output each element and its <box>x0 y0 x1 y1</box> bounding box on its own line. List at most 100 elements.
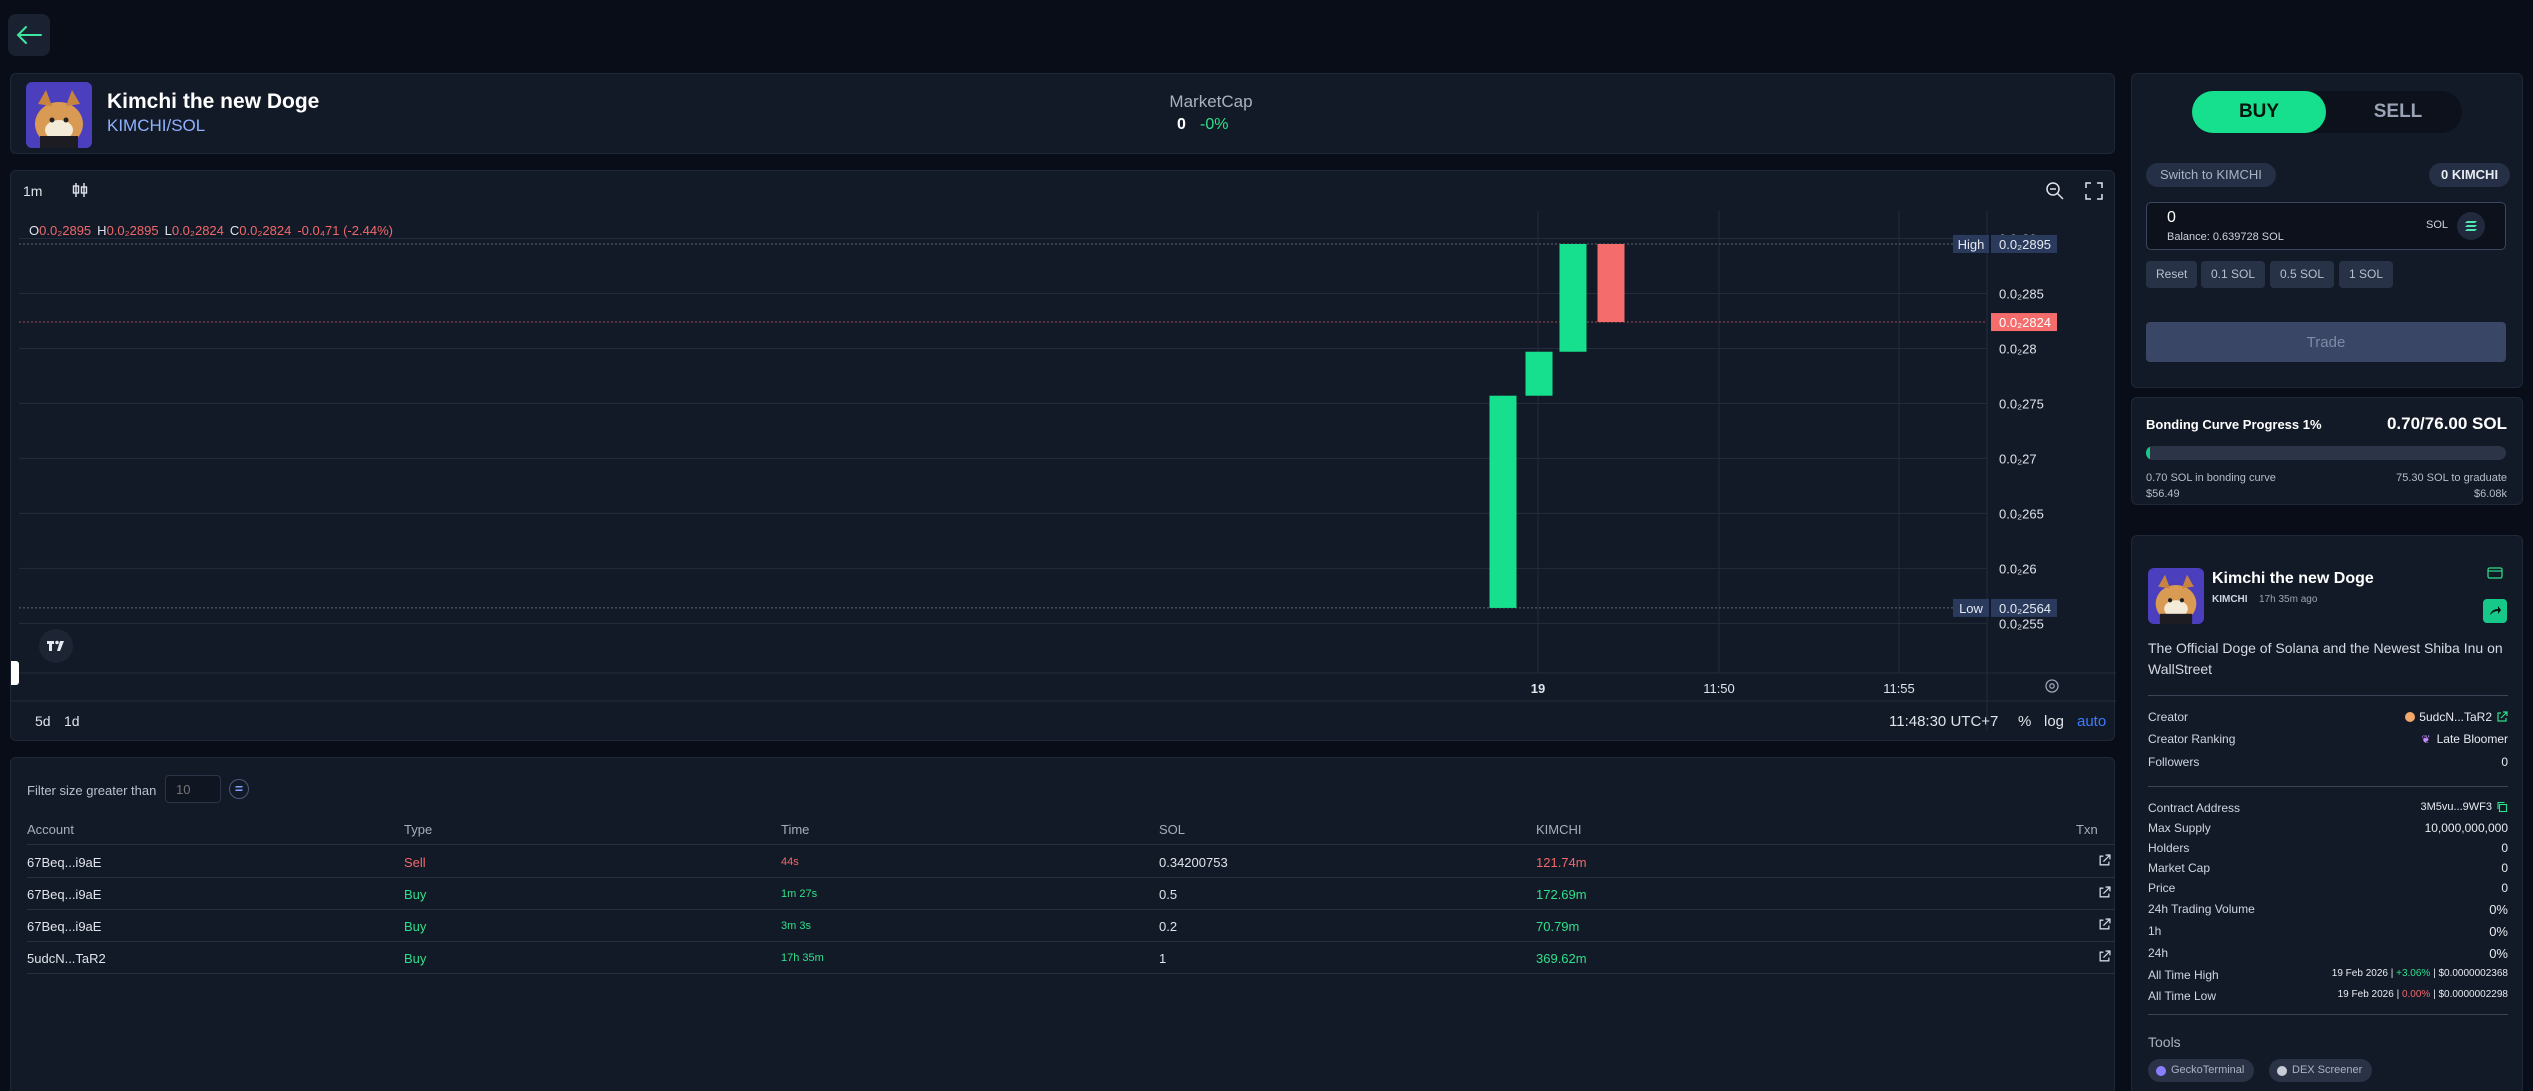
price-value: 0 <box>2501 881 2508 895</box>
trade-sol: 0.34200753 <box>1159 855 1228 870</box>
amount-unit: SOL <box>2426 219 2449 231</box>
trade-account[interactable]: 5udcN...TaR2 <box>27 951 106 966</box>
y-tick-label: 0.0₂275 <box>1999 396 2044 411</box>
external-link-icon[interactable] <box>2098 886 2111 902</box>
external-link-icon[interactable] <box>2098 854 2111 870</box>
copy-icon[interactable] <box>2496 801 2508 813</box>
y-tick-label: 0.0₂28 <box>1999 341 2037 356</box>
tools-title: Tools <box>2148 1034 2181 1050</box>
col-sol: SOL <box>1159 822 1186 837</box>
switch-token-button[interactable]: Switch to KIMCHI <box>2146 163 2276 187</box>
creator-ranking: Late Bloomer <box>2436 732 2508 746</box>
ohlc-value: 0.0₂2895 <box>39 223 92 238</box>
trade-kimchi: 70.79m <box>1536 919 1580 934</box>
price-tag-value: 0.0₂2564 <box>1999 601 2051 616</box>
price-tag-label: Low <box>1959 601 1983 616</box>
token-pair: KIMCHI/SOL <box>107 116 206 135</box>
bonding-amount: 0.70/76.00 SOL <box>2386 414 2507 433</box>
range-5d[interactable]: 5d <box>35 713 51 729</box>
quick-reset-button[interactable]: Reset <box>2146 261 2198 288</box>
buy-tab[interactable]: BUY <box>2192 91 2326 133</box>
quick-0-5-sol-button[interactable]: 0.5 SOL <box>2270 261 2335 288</box>
trade-kimchi: 121.74m <box>1536 855 1587 870</box>
y-tick-label: 0.0₂265 <box>1999 506 2044 521</box>
token-info-panel: Kimchi the new Doge KIMCHI 17h 35m ago T… <box>2131 535 2523 1091</box>
amount-value[interactable]: 0 <box>2167 209 2176 226</box>
x-tick-label: 11:50 <box>1703 681 1735 696</box>
bonding-to-graduate-usd: $6.08k <box>2473 488 2507 500</box>
solana-icon[interactable] <box>229 779 249 799</box>
y-tick-label: 0.0₂27 <box>1999 451 2037 466</box>
interval-button[interactable]: 1m <box>23 183 43 199</box>
ath-price: $0.0000002368 <box>2438 968 2508 979</box>
col-account: Account <box>27 822 74 837</box>
info-token-name: Kimchi the new Doge <box>2212 570 2374 587</box>
creator-link[interactable]: 5udcN...TaR2 <box>2405 710 2508 724</box>
trade-account[interactable]: 67Beq...i9aE <box>27 855 102 870</box>
auto-toggle[interactable]: auto <box>2077 713 2107 730</box>
trade-form: BUY SELL Switch to KIMCHI 0 KIMCHI 0 Bal… <box>2131 73 2523 388</box>
trade-button[interactable]: Trade <box>2146 322 2506 362</box>
bonding-title: Bonding Curve Progress 1% <box>2146 417 2322 432</box>
market-cap-value: 0 <box>2501 861 2508 875</box>
atl-pct: 0.00% <box>2401 989 2431 1000</box>
trade-type: Sell <box>404 855 426 870</box>
filter-size-input[interactable] <box>165 775 221 803</box>
token-avatar <box>2148 568 2204 624</box>
external-link-icon[interactable] <box>2098 918 2111 934</box>
quick-1-sol-button[interactable]: 1 SOL <box>2339 261 2394 288</box>
share-button[interactable] <box>2483 599 2507 623</box>
trade-type: Buy <box>404 951 427 966</box>
volume-value: 0% <box>2489 902 2508 917</box>
ohlc-value: 0.0₂2895 <box>106 223 159 238</box>
atl-price: $0.0000002298 <box>2438 989 2508 1000</box>
back-button[interactable] <box>8 14 50 56</box>
followers-value: 0 <box>2501 755 2508 769</box>
external-link-icon[interactable] <box>2098 950 2111 966</box>
geckoterminal-button[interactable]: GeckoTerminal <box>2148 1059 2255 1082</box>
creator-address[interactable]: 5udcN...TaR2 <box>2419 710 2492 724</box>
fullscreen-icon[interactable] <box>2084 181 2104 206</box>
share-icon <box>2490 606 2501 615</box>
price-tag-label: High <box>1958 237 1985 252</box>
tradingview-logo[interactable] <box>39 629 73 663</box>
range-1d[interactable]: 1d <box>64 713 80 729</box>
contract-address[interactable]: 3M5vu...9WF3 <box>2420 801 2492 813</box>
ohlc-key: L <box>164 223 172 238</box>
price-tag-bg <box>1953 598 1989 617</box>
trade-account[interactable]: 67Beq...i9aE <box>27 887 102 902</box>
candle <box>1597 243 1625 323</box>
x-tick-label: 11:55 <box>1883 681 1915 696</box>
price-tag-bg <box>1991 234 2057 253</box>
trade-time: 44s <box>781 856 799 868</box>
trade-kimchi: 172.69m <box>1536 887 1587 902</box>
candle-type-icon[interactable] <box>71 181 89 204</box>
ohlc-key: H <box>97 223 107 238</box>
trade-account[interactable]: 67Beq...i9aE <box>27 919 102 934</box>
ohlc-change: -0.0₄71 (-2.44%) <box>297 223 393 238</box>
candle <box>1489 395 1517 608</box>
ohlc-key: O <box>29 223 40 238</box>
quick-0-1-sol-button[interactable]: 0.1 SOL <box>2201 261 2266 288</box>
change-24h-value: 0% <box>2489 946 2508 961</box>
max-supply-value: 10,000,000,000 <box>2424 821 2508 835</box>
bonding-to-graduate: 75.30 SOL to graduate <box>2396 472 2507 484</box>
sell-tab[interactable]: SELL <box>2373 101 2423 122</box>
scroll-handle[interactable] <box>11 661 19 685</box>
trade-type: Buy <box>404 919 427 934</box>
amount-input[interactable]: 0 Balance: 0.639728 SOL SOL <box>2146 202 2506 250</box>
dexscreener-button[interactable]: DEX Screener <box>2269 1059 2373 1082</box>
trades-panel: Filter size greater than Account Type Ti… <box>10 757 2115 1091</box>
log-toggle[interactable]: log <box>2044 713 2065 730</box>
percent-toggle[interactable]: % <box>2018 713 2032 730</box>
gecko-icon <box>2156 1065 2166 1076</box>
sol-balance: Balance: 0.639728 SOL <box>2167 231 2284 243</box>
marketcap-change: -0% <box>1200 116 1229 133</box>
col-kimchi: KIMCHI <box>1536 822 1582 837</box>
settings-icon[interactable] <box>2044 678 2060 699</box>
token-logo <box>26 82 92 148</box>
zoom-icon[interactable] <box>2045 181 2065 206</box>
card-icon[interactable] <box>2487 566 2503 584</box>
price-chart[interactable]: 0.0₂290.0₂2850.0₂280.0₂2750.0₂270.0₂2650… <box>11 171 2116 742</box>
external-link-icon[interactable] <box>2496 711 2508 723</box>
